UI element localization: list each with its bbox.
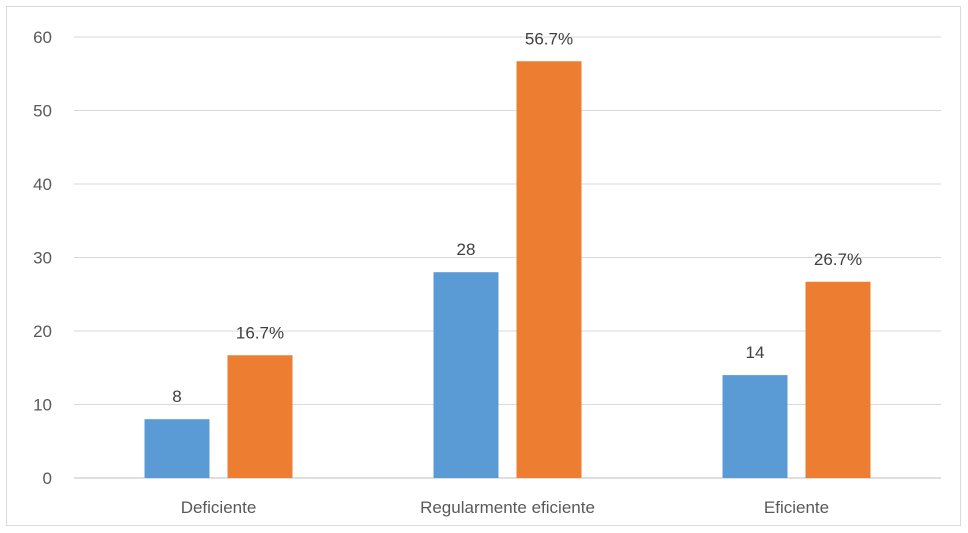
data-label: 14 <box>746 343 765 362</box>
y-tick-label: 30 <box>33 249 52 268</box>
bar-series-1-3 <box>722 375 788 478</box>
data-label: 56.7% <box>525 29 573 48</box>
y-tick-label: 10 <box>33 396 52 415</box>
gridlines <box>74 36 941 479</box>
bar-series-2-2 <box>516 61 582 478</box>
y-tick-label: 20 <box>33 322 52 341</box>
bar-series-1-2 <box>433 272 499 478</box>
x-tick-label: Eficiente <box>764 498 829 517</box>
x-tick-label: Deficiente <box>181 498 257 517</box>
bar-series-1-1 <box>144 419 210 478</box>
y-tick-label: 40 <box>33 175 52 194</box>
y-axis-ticks: 0 10 20 30 40 50 60 <box>33 28 52 488</box>
data-label: 8 <box>172 387 181 406</box>
x-axis-ticks: Deficiente Regularmente eficiente Eficient… <box>181 498 829 517</box>
data-label: 28 <box>457 240 476 259</box>
bar-series-2-1 <box>227 355 293 478</box>
data-label: 26.7% <box>814 250 862 269</box>
y-tick-label: 0 <box>43 469 52 488</box>
data-labels: 8 16.7% 28 56.7% 14 26.7% <box>172 29 862 406</box>
x-tick-label: Regularmente eficiente <box>420 498 595 517</box>
y-tick-label: 50 <box>33 102 52 121</box>
bars <box>144 61 871 478</box>
data-label: 16.7% <box>236 323 284 342</box>
y-tick-label: 60 <box>33 28 52 47</box>
bar-series-2-3 <box>805 281 871 478</box>
